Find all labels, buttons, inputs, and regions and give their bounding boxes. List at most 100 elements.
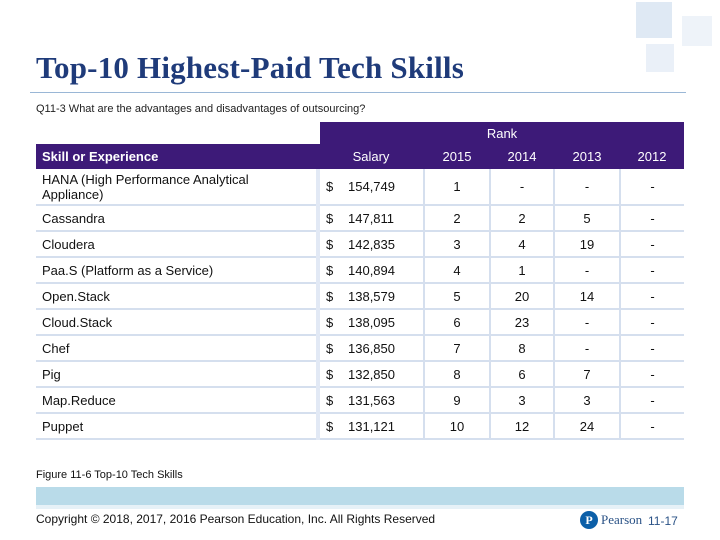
rank-2015-cell: 2: [423, 205, 490, 232]
rank-2014-cell: 12: [489, 413, 554, 440]
rank-2012-cell: -: [618, 361, 685, 388]
rank-2013-cell: -: [553, 309, 620, 336]
rank-2013-cell: -: [553, 335, 620, 362]
table-row: Paa.S (Platform as a Service) $ 140,894 …: [36, 257, 685, 284]
rank-2013-cell: 5: [553, 205, 620, 232]
salary-cell: 131,563: [342, 387, 424, 414]
table-row: Chef $ 136,850 7 8 - -: [36, 335, 685, 362]
rank-2012-cell: -: [618, 309, 685, 336]
rank-2014-cell: 1: [489, 257, 554, 284]
table-row: Cloudera $ 142,835 3 4 19 -: [36, 231, 685, 258]
header-blank: [36, 122, 320, 144]
pearson-logo-icon: P: [580, 511, 598, 529]
currency-cell: $: [316, 231, 342, 258]
salary-cell: 142,835: [342, 231, 424, 258]
skill-cell: Cloud.Stack: [36, 309, 318, 336]
table-row: Pig $ 132,850 8 6 7 -: [36, 361, 685, 388]
column-header-row: Skill or Experience Salary 2015 2014 201…: [36, 144, 685, 169]
skill-cell: Open.Stack: [36, 283, 318, 310]
salary-column-header: Salary: [318, 144, 424, 169]
rank-2014-cell: 8: [489, 335, 554, 362]
rank-2015-cell: 6: [423, 309, 490, 336]
year-2012-header: 2012: [620, 144, 685, 169]
salary-cell: 140,894: [342, 257, 424, 284]
rank-2014-cell: 6: [489, 361, 554, 388]
salary-cell: 138,095: [342, 309, 424, 336]
skill-cell: Chef: [36, 335, 318, 362]
rank-2014-cell: -: [489, 169, 554, 206]
footer-band: [36, 487, 684, 505]
rank-2014-cell: 20: [489, 283, 554, 310]
currency-cell: $: [316, 169, 342, 206]
table-row: HANA (High Performance Analytical Applia…: [36, 169, 685, 206]
rank-2012-cell: -: [618, 335, 685, 362]
rank-header-row: Rank: [36, 122, 685, 144]
table-row: Puppet $ 131,121 10 12 24 -: [36, 413, 685, 440]
year-2015-header: 2015: [424, 144, 490, 169]
skill-cell: Cassandra: [36, 205, 318, 232]
salary-cell: 131,121: [342, 413, 424, 440]
rank-group-header: Rank: [318, 122, 685, 144]
rank-2012-cell: -: [618, 413, 685, 440]
rank-2015-cell: 8: [423, 361, 490, 388]
decorative-square: [682, 16, 712, 46]
salary-cell: 138,579: [342, 283, 424, 310]
table-row: Cloud.Stack $ 138,095 6 23 - -: [36, 309, 685, 336]
skills-table: Rank Skill or Experience Salary 2015 201…: [36, 122, 685, 440]
skill-column-header: Skill or Experience: [36, 144, 318, 169]
rank-2012-cell: -: [618, 257, 685, 284]
skill-cell: Puppet: [36, 413, 318, 440]
rank-2013-cell: 24: [553, 413, 620, 440]
rank-2015-cell: 3: [423, 231, 490, 258]
currency-cell: $: [316, 283, 342, 310]
rank-2012-cell: -: [618, 205, 685, 232]
skill-cell: Pig: [36, 361, 318, 388]
currency-cell: $: [316, 205, 342, 232]
rank-2013-cell: 19: [553, 231, 620, 258]
rank-2013-cell: -: [553, 257, 620, 284]
currency-cell: $: [316, 335, 342, 362]
copyright-text: Copyright © 2018, 2017, 2016 Pearson Edu…: [36, 512, 436, 526]
skill-cell: HANA (High Performance Analytical Applia…: [36, 169, 318, 206]
rank-2014-cell: 4: [489, 231, 554, 258]
rank-2015-cell: 1: [423, 169, 490, 206]
rank-2013-cell: 7: [553, 361, 620, 388]
rank-2014-cell: 3: [489, 387, 554, 414]
pearson-logo-text: Pearson: [601, 512, 643, 527]
salary-cell: 136,850: [342, 335, 424, 362]
table-row: Cassandra $ 147,811 2 2 5 -: [36, 205, 685, 232]
figure-caption: Figure 11-6 Top-10 Tech Skills: [36, 469, 183, 481]
currency-cell: $: [316, 413, 342, 440]
currency-cell: $: [316, 257, 342, 284]
slide-title: Top-10 Highest-Paid Tech Skills: [36, 50, 464, 85]
rank-2012-cell: -: [618, 283, 685, 310]
pearson-logo: P Pearson: [580, 511, 642, 529]
skill-cell: Map.Reduce: [36, 387, 318, 414]
rank-2015-cell: 4: [423, 257, 490, 284]
decorative-square: [646, 44, 674, 72]
rank-2015-cell: 10: [423, 413, 490, 440]
rank-2015-cell: 9: [423, 387, 490, 414]
rank-2013-cell: -: [553, 169, 620, 206]
table-row: Open.Stack $ 138,579 5 20 14 -: [36, 283, 685, 310]
skill-cell: Paa.S (Platform as a Service): [36, 257, 318, 284]
rank-2012-cell: -: [618, 231, 685, 258]
rank-2015-cell: 7: [423, 335, 490, 362]
rank-2014-cell: 2: [489, 205, 554, 232]
rank-2013-cell: 14: [553, 283, 620, 310]
footer-band-light: [36, 505, 684, 509]
decorative-square: [636, 2, 672, 38]
year-2014-header: 2014: [490, 144, 554, 169]
salary-cell: 147,811: [342, 205, 424, 232]
currency-cell: $: [316, 387, 342, 414]
currency-cell: $: [316, 309, 342, 336]
skill-cell: Cloudera: [36, 231, 318, 258]
rank-2014-cell: 23: [489, 309, 554, 336]
currency-cell: $: [316, 361, 342, 388]
salary-cell: 154,749: [342, 169, 424, 206]
question-text: Q11-3 What are the advantages and disadv…: [36, 103, 366, 115]
rank-2013-cell: 3: [553, 387, 620, 414]
title-divider: [30, 92, 686, 93]
salary-cell: 132,850: [342, 361, 424, 388]
page-number: 11-17: [648, 514, 678, 528]
